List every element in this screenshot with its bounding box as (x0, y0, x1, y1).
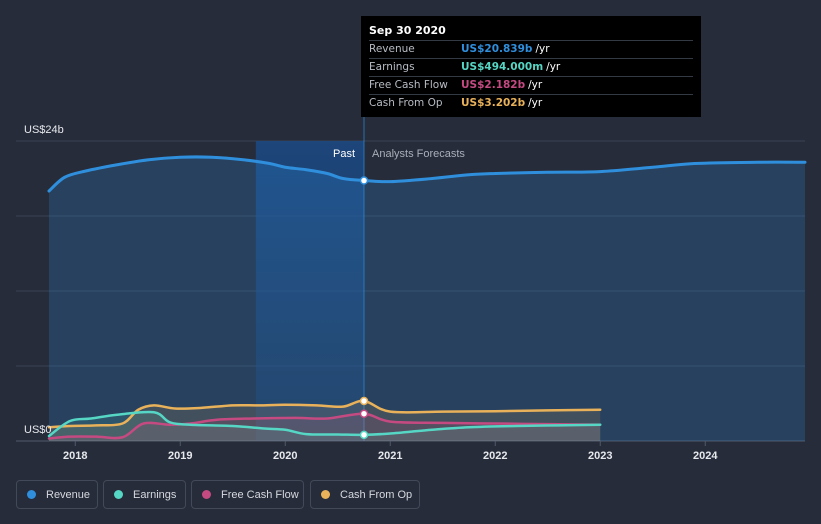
past-label: Past (333, 148, 355, 160)
tooltip-row-free-cash-flow: Free Cash Flow US$2.182b /yr (369, 76, 693, 94)
marker-earnings (359, 430, 369, 440)
x-tick-label: 2021 (378, 450, 402, 462)
tooltip-unit: /yr (535, 43, 550, 55)
legend-dot-icon (202, 490, 211, 499)
tooltip-row-cash-from-op: Cash From Op US$3.202b /yr (369, 94, 693, 112)
legend-item-revenue[interactable]: Revenue (16, 480, 98, 509)
x-tick-label: 2020 (273, 450, 297, 462)
legend-dot-icon (321, 490, 330, 499)
tooltip-label: Earnings (369, 61, 415, 73)
legend-item-cash-from-op[interactable]: Cash From Op (310, 480, 420, 509)
tooltip-unit: /yr (528, 97, 543, 109)
tooltip-label: Cash From Op (369, 97, 443, 109)
legend-dot-icon (27, 490, 36, 499)
legend-dot-icon (114, 490, 123, 499)
past-shade (255, 141, 364, 441)
area-revenue (49, 156, 805, 441)
x-tick-label: 2024 (693, 450, 718, 462)
line-free-cash-flow (47, 412, 602, 440)
tooltip-label: Revenue (369, 43, 415, 55)
area-earnings (49, 411, 601, 441)
tooltip-unit: /yr (546, 61, 561, 73)
legend-label: Earnings (133, 488, 177, 501)
tooltip: Sep 30 2020 Revenue US$20.839b /yr Earni… (361, 16, 701, 117)
legend-item-earnings[interactable]: Earnings (103, 480, 186, 509)
line-earnings (47, 410, 602, 438)
area-cash-from-op (49, 400, 601, 441)
legend-label: Free Cash Flow (221, 488, 299, 501)
line-revenue (47, 155, 807, 193)
y-axis-bottom-label: US$0 (24, 424, 52, 436)
forecast-label: Analysts Forecasts (372, 148, 465, 160)
chart: US$24b US$0 Past Analysts Forecasts 2018 2019… (16, 116, 807, 462)
marker-revenue (359, 176, 369, 185)
y-axis-top-label: US$24b (24, 124, 64, 136)
tooltip-value: US$3.202b (461, 97, 526, 109)
x-tick-label: 2018 (63, 450, 87, 462)
legend-label: Revenue (46, 488, 91, 501)
tooltip-value: US$494.000m (461, 61, 544, 73)
tooltip-unit: /yr (528, 79, 543, 91)
legend-label: Cash From Op (340, 488, 413, 501)
area-free-cash-flow (49, 413, 601, 441)
tooltip-date: Sep 30 2020 (369, 24, 446, 37)
x-tick-label: 2019 (168, 450, 192, 462)
tooltip-label: Free Cash Flow (369, 79, 448, 91)
x-tick-label: 2023 (588, 450, 612, 462)
tooltip-value: US$20.839b (461, 43, 533, 55)
line-cash-from-op (47, 399, 602, 429)
x-tick-label: 2022 (483, 450, 507, 462)
tooltip-row-revenue: Revenue US$20.839b /yr (369, 40, 693, 58)
legend-item-free-cash-flow[interactable]: Free Cash Flow (191, 480, 304, 509)
tooltip-value: US$2.182b (461, 79, 526, 91)
marker-free-cash-flow (359, 409, 369, 418)
marker-cash-from-op (359, 396, 369, 406)
tooltip-row-earnings: Earnings US$494.000m /yr (369, 58, 693, 76)
